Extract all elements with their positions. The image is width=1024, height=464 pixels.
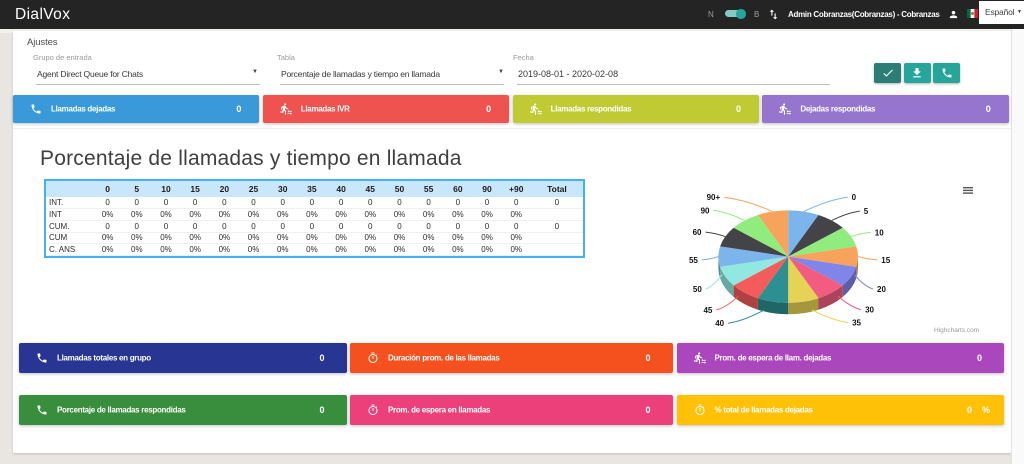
svg-text:0: 0	[852, 193, 857, 202]
svg-text:50: 50	[693, 285, 702, 294]
svg-text:90: 90	[701, 206, 710, 215]
svg-text:55: 55	[689, 255, 698, 264]
svg-text:20: 20	[877, 285, 886, 294]
svg-text:15: 15	[881, 255, 890, 264]
svg-text:60: 60	[693, 228, 702, 237]
svg-text:45: 45	[703, 305, 712, 314]
svg-text:30: 30	[865, 305, 874, 314]
svg-text:35: 35	[852, 318, 861, 327]
svg-text:10: 10	[875, 228, 884, 237]
svg-text:90+: 90+	[707, 193, 721, 202]
svg-text:5: 5	[864, 207, 869, 216]
svg-text:40: 40	[715, 319, 724, 328]
